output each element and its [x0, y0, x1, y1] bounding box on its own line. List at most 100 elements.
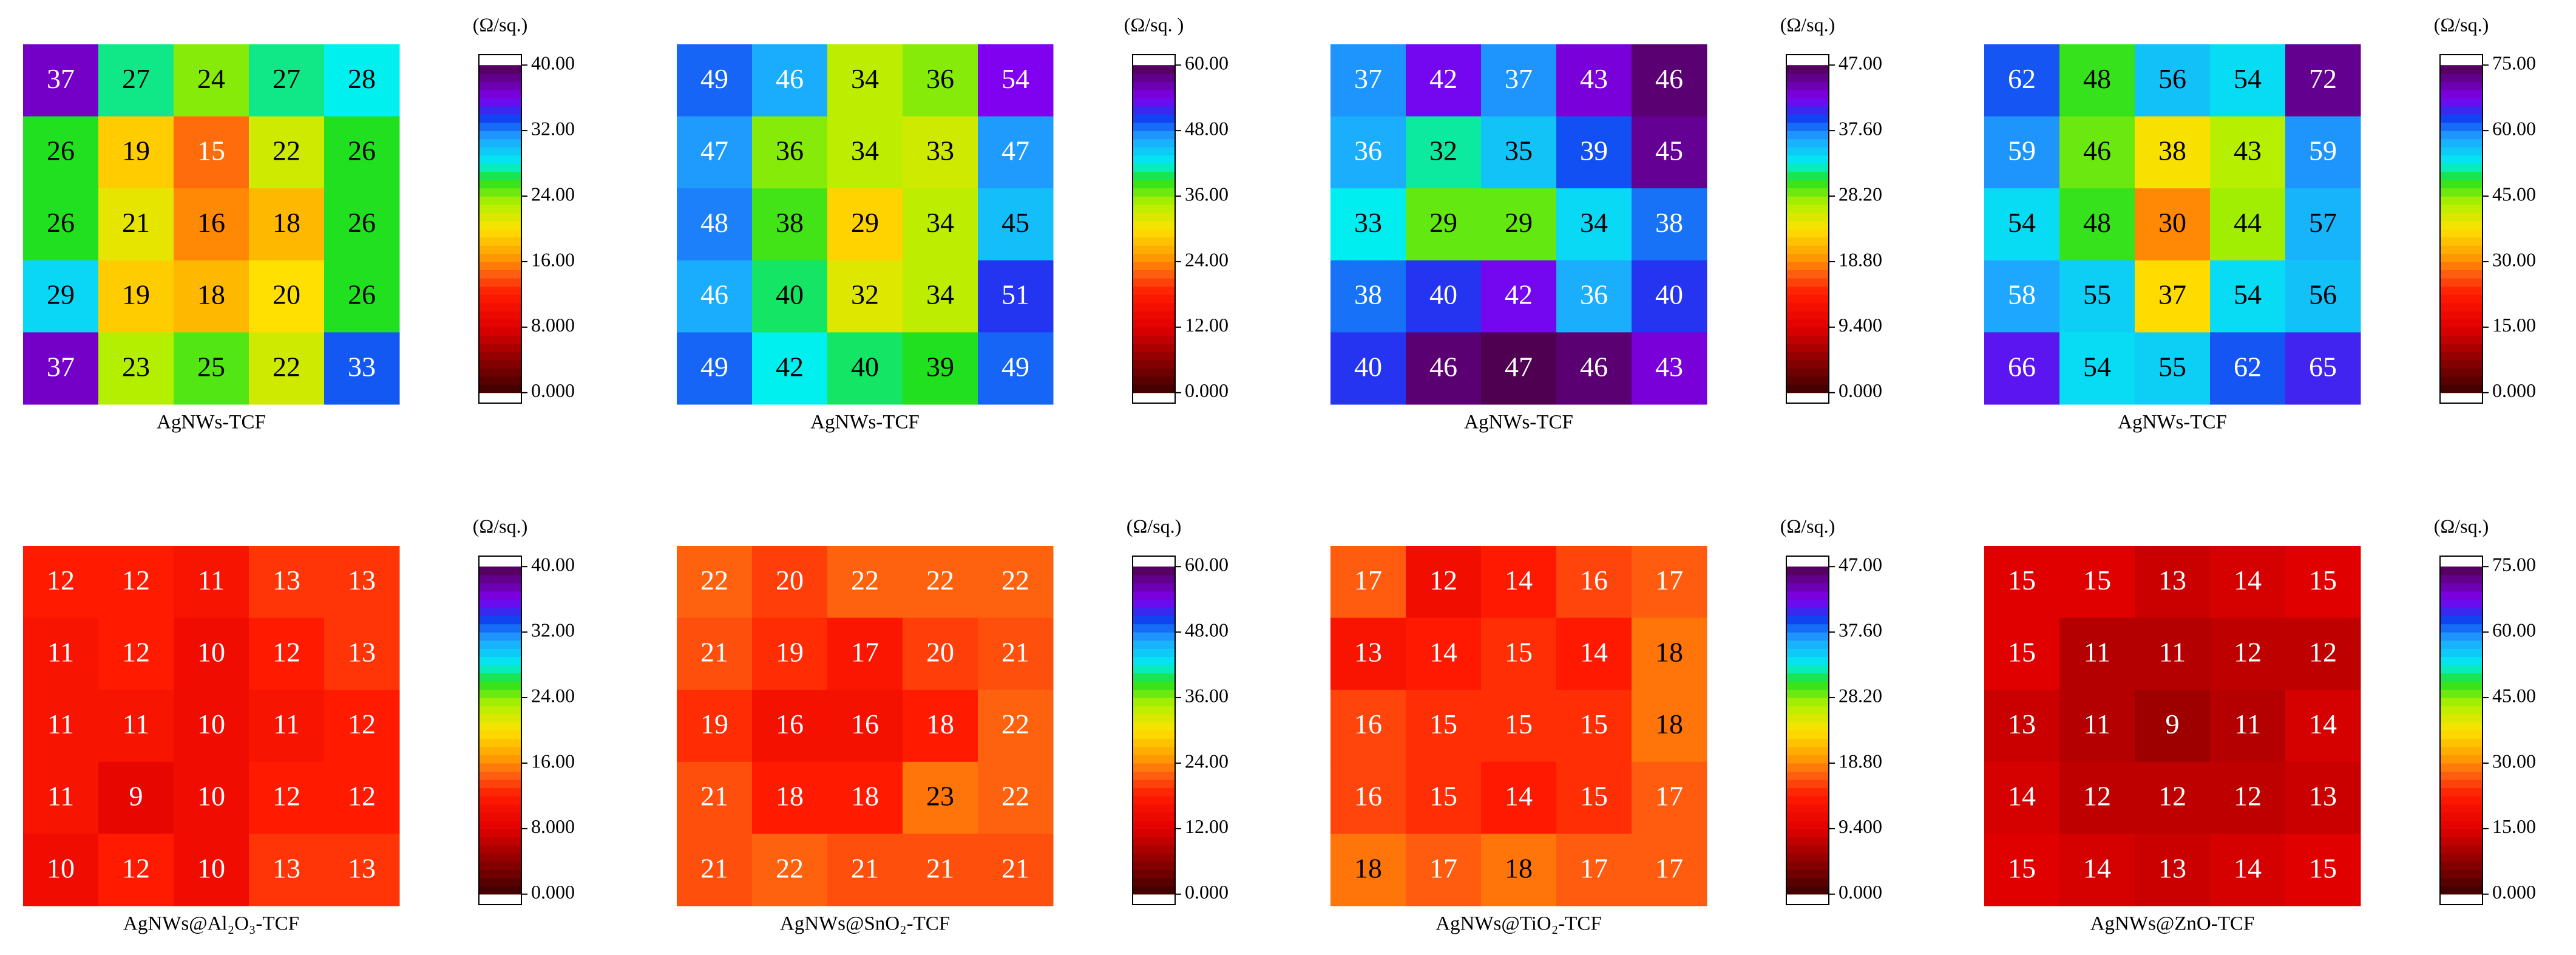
cell-label: 44 [2234, 207, 2262, 238]
heatmap-cell [249, 188, 325, 261]
heatmap-cell [978, 44, 1054, 117]
heatmap-cell [677, 260, 753, 333]
colorbar-band [1133, 261, 1175, 271]
heatmap-cell [1481, 690, 1557, 763]
colorbar-band [1133, 738, 1175, 747]
colorbar-band [1786, 616, 1829, 625]
colorbar-end [1133, 55, 1175, 66]
colorbar-band [1786, 327, 1829, 336]
colorbar-band [1786, 352, 1829, 361]
cell-label: 10 [197, 636, 225, 667]
colorbar-tick-label: 0.000 [531, 379, 575, 401]
heatmap-cell [827, 617, 903, 690]
colorbar-band [479, 302, 521, 311]
colorbar-band [2440, 714, 2483, 723]
cell-label: 12 [2158, 781, 2186, 812]
heatmap-cell [2135, 260, 2211, 333]
colorbar-band [1133, 310, 1175, 319]
heatmap-cell [1330, 188, 1406, 261]
colorbar-band [2440, 828, 2483, 837]
cell-label: 11 [273, 709, 300, 739]
cell-label: 17 [851, 636, 879, 667]
colorbar-tick-label: 40.00 [531, 52, 575, 74]
heatmap-cell [1406, 761, 1482, 834]
colorbar-band [1786, 779, 1829, 789]
heatmap-cell [752, 188, 828, 261]
colorbar-band [2440, 869, 2483, 879]
heatmap-cell [23, 834, 99, 906]
cell-label: 22 [1002, 781, 1029, 812]
heatmap-cell [677, 116, 753, 189]
cell-label: 9 [129, 781, 143, 812]
cell-label: 45 [1655, 135, 1683, 166]
colorbar-band [1786, 705, 1829, 715]
cell-label: 13 [348, 852, 376, 883]
colorbar-band [1133, 114, 1175, 123]
colorbar-band [1133, 106, 1175, 115]
colorbar-band [2440, 640, 2483, 649]
heatmap-cell [2059, 617, 2135, 690]
colorbar-band [1786, 294, 1829, 304]
cell-label: 36 [776, 135, 804, 166]
heatmap-cell [903, 44, 978, 117]
heatmap-cell [1481, 332, 1557, 405]
colorbar-band [1133, 648, 1175, 658]
heatmap-cell [249, 761, 325, 834]
heatmap-cell [827, 834, 903, 906]
colorbar-band [1133, 763, 1175, 772]
cell-label: 38 [1354, 279, 1382, 310]
colorbar-tick-label: 75.00 [2492, 52, 2536, 74]
colorbar-band [1133, 376, 1175, 385]
colorbar-band [1133, 302, 1175, 311]
colorbar-band [1133, 327, 1175, 336]
colorbar-band [2440, 261, 2483, 271]
colorbar-band [479, 574, 521, 583]
colorbar-band [1786, 245, 1829, 254]
colorbar-band [2440, 746, 2483, 756]
heatmap-cell [98, 188, 174, 261]
heatmap-cell [1632, 260, 1707, 333]
colorbar-tick-label: 30.00 [2492, 750, 2536, 772]
cell-label: 22 [273, 135, 300, 166]
cell-label: 21 [851, 852, 879, 883]
colorbar-tick-label: 0.000 [1185, 881, 1229, 903]
heatmap-cell [23, 332, 99, 405]
heatmap-cell [2285, 834, 2361, 906]
heatmap-cell [174, 834, 249, 906]
colorbar-label: (Ω/sq. ) [1124, 13, 1184, 35]
cell-label: 22 [1002, 565, 1029, 596]
colorbar-band [1786, 722, 1829, 731]
heatmap-cell [1632, 188, 1707, 261]
heatmap-cell [324, 332, 400, 405]
cell-label: 38 [1655, 207, 1683, 238]
colorbar-tick-label: 47.00 [1839, 554, 1882, 576]
cell-label: 26 [47, 207, 75, 238]
cell-label: 40 [1354, 351, 1382, 382]
heatmap-cell [249, 546, 325, 619]
colorbar-band [479, 607, 521, 616]
colorbar-band [1133, 746, 1175, 756]
colorbar-tick-label: 47.00 [1839, 52, 1882, 74]
cell-label: 39 [926, 351, 954, 382]
cell-label: 18 [851, 781, 879, 812]
colorbar-band [1786, 229, 1829, 238]
colorbar-tick-label: 12.00 [1185, 815, 1229, 837]
heatmap-cell [174, 260, 249, 333]
cell-label: 34 [851, 135, 879, 166]
colorbar-band [1786, 599, 1829, 608]
colorbar-band [2440, 352, 2483, 361]
cell-label: 35 [1505, 135, 1533, 166]
colorbar-band [479, 319, 521, 328]
colorbar-band [2440, 591, 2483, 600]
colorbar-end [2440, 556, 2483, 567]
colorbar-band [479, 81, 521, 90]
heatmap-cell [2210, 617, 2286, 690]
heatmap-cell [903, 834, 978, 906]
heatmap-cell [978, 690, 1054, 763]
colorbar-band [2440, 245, 2483, 254]
heatmap-cell [2135, 44, 2211, 117]
colorbar-band [479, 804, 521, 813]
colorbar-band [2440, 319, 2483, 328]
colorbar-band [2440, 253, 2483, 262]
colorbar-band [1786, 837, 1829, 846]
